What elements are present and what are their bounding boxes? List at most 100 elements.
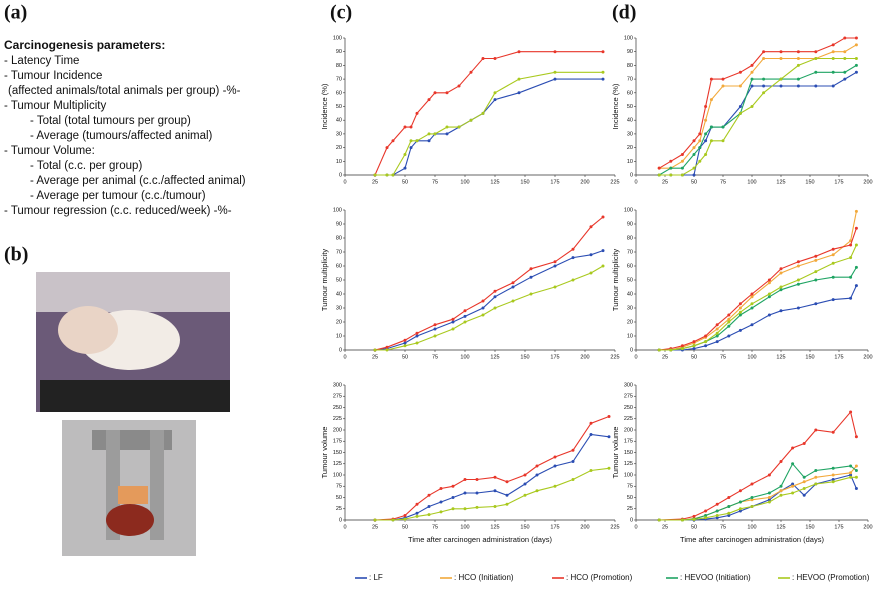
y-tick-label: 275 (624, 394, 633, 400)
data-point (692, 340, 696, 344)
data-point (523, 482, 527, 486)
data-point (796, 63, 800, 67)
list-item: - Tumour Volume: (4, 145, 95, 157)
data-point (727, 511, 731, 515)
x-tick-label: 175 (550, 354, 559, 360)
data-point (854, 63, 858, 67)
data-point (750, 292, 754, 296)
data-point (727, 514, 731, 517)
data-point (601, 249, 605, 253)
data-point (738, 507, 742, 511)
data-point (403, 341, 407, 345)
data-point (715, 334, 719, 338)
data-point (843, 36, 847, 40)
data-point (762, 50, 766, 54)
data-point (517, 91, 521, 95)
data-point (854, 43, 858, 47)
y-tick-label: 10 (627, 333, 633, 339)
data-point (680, 344, 684, 348)
data-point (535, 473, 539, 477)
data-point (796, 278, 800, 282)
x-tick-label: 150 (805, 524, 814, 530)
data-point (814, 57, 818, 61)
data-point (433, 323, 437, 327)
y-tick-label: 50 (627, 277, 633, 283)
data-point (831, 430, 835, 434)
data-point (457, 125, 461, 129)
data-point (796, 264, 800, 268)
y-tick-label: 150 (333, 450, 342, 456)
y-tick-label: 40 (336, 118, 342, 124)
data-point (439, 487, 443, 490)
data-point (451, 496, 455, 499)
data-point (571, 278, 575, 282)
x-tick-label: 25 (372, 354, 378, 360)
data-point (391, 139, 395, 143)
data-point (831, 473, 835, 477)
y-tick-label: 10 (336, 159, 342, 165)
data-point (779, 484, 783, 488)
data-point (831, 70, 835, 74)
data-point (831, 275, 835, 279)
series-line (374, 51, 603, 176)
data-point (451, 320, 455, 324)
y-tick-label: 100 (624, 207, 633, 213)
data-point (767, 281, 771, 285)
data-point (511, 285, 515, 289)
data-point (427, 493, 431, 497)
series-line (659, 244, 857, 351)
data-point (849, 464, 853, 468)
x-tick-label: 75 (432, 524, 438, 530)
list-heading: Carcinogenesis parameters: (4, 38, 165, 52)
data-point (669, 166, 673, 170)
data-point (721, 84, 725, 88)
data-point (854, 70, 858, 74)
data-point (451, 317, 455, 321)
y-tick-label: 10 (627, 159, 633, 165)
data-point (463, 491, 467, 495)
data-point (704, 132, 708, 136)
data-point (553, 285, 557, 289)
y-tick-label: 30 (627, 131, 633, 137)
data-point (475, 505, 479, 509)
data-point (403, 338, 407, 342)
data-point (779, 489, 783, 493)
data-point (854, 487, 858, 490)
panel-label: (c) (330, 2, 352, 24)
list-item: - Latency Time (4, 55, 79, 67)
data-point (427, 139, 431, 143)
data-point (517, 77, 521, 81)
y-tick-label: 0 (339, 347, 342, 353)
data-point (715, 323, 719, 327)
data-point (517, 50, 521, 54)
x-tick-label: 100 (460, 179, 469, 185)
y-tick-label: 90 (336, 49, 342, 55)
data-point (445, 132, 449, 136)
x-tick-label: 175 (550, 179, 559, 185)
data-point (481, 306, 485, 310)
series-line (659, 57, 857, 176)
x-tick-label: 25 (662, 524, 668, 530)
data-point (779, 285, 783, 289)
data-point (814, 84, 818, 88)
y-tick-label: 50 (627, 104, 633, 110)
x-axis-label: Time after carcinogen administration (da… (408, 535, 552, 544)
data-point (553, 77, 557, 81)
data-point (709, 139, 713, 143)
data-point (721, 139, 725, 143)
x-tick-label: 150 (805, 179, 814, 185)
x-tick-label: 125 (490, 524, 499, 530)
data-point (715, 509, 719, 513)
y-tick-label: 50 (336, 277, 342, 283)
list-item: - Average per tumour (c.c./tumour) (30, 190, 206, 202)
y-tick-label: 250 (333, 405, 342, 411)
data-point (704, 516, 708, 520)
data-point (831, 261, 835, 265)
y-tick-label: 20 (627, 145, 633, 151)
data-point (457, 84, 461, 88)
data-point (373, 518, 377, 522)
x-tick-label: 25 (372, 524, 378, 530)
data-point (854, 209, 858, 213)
data-point (767, 473, 771, 477)
data-point (445, 125, 449, 129)
